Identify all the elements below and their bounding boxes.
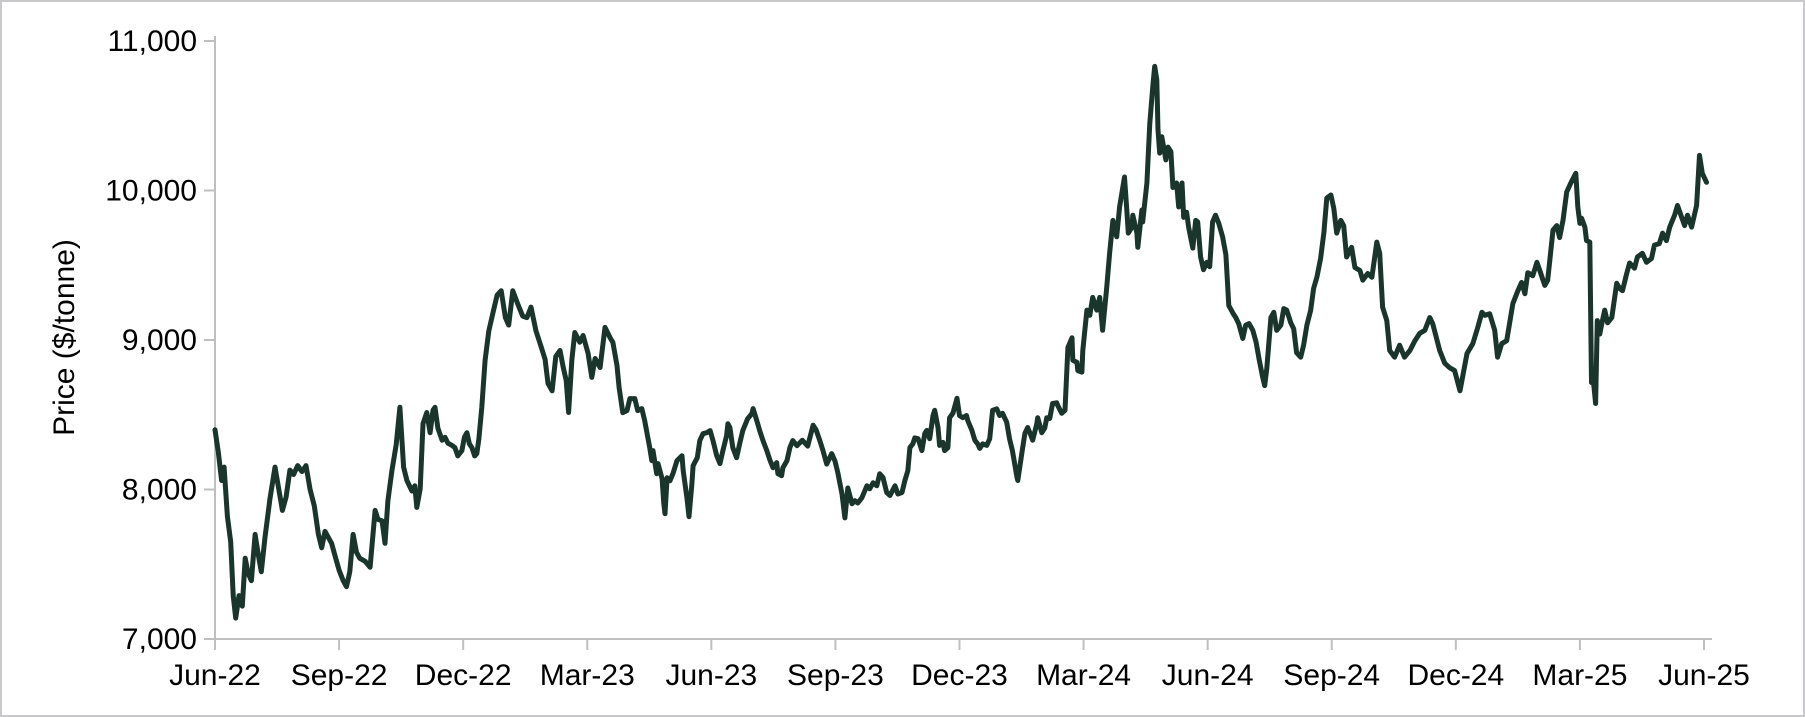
- y-tick-label: 11,000: [107, 25, 197, 58]
- axes: [204, 36, 1712, 650]
- y-tick-label: 8,000: [122, 474, 197, 507]
- x-tick-label: Jun-25: [1658, 659, 1750, 692]
- y-tick-label: 7,000: [122, 623, 197, 656]
- x-tick-label: Mar-25: [1532, 659, 1627, 692]
- x-tick-label: Mar-24: [1036, 659, 1131, 692]
- y-tick-labels: 7,000 8,000 9,000 10,000 11,000: [105, 25, 197, 656]
- x-tick-labels: Jun-22 Sep-22 Dec-22 Mar-23 Jun-23 Sep-23 Dec-…: [169, 659, 1750, 692]
- x-tick-label: Sep-22: [291, 659, 388, 692]
- x-tick-label: Jun-22: [169, 659, 261, 692]
- x-tick-label: Sep-24: [1283, 659, 1380, 692]
- x-tick-label: Dec-24: [1407, 659, 1504, 692]
- y-axis-title: Price ($/tonne): [48, 239, 81, 436]
- x-tick-label: Dec-23: [911, 659, 1008, 692]
- x-tick-label: Jun-24: [1162, 659, 1254, 692]
- x-tick-label: Sep-23: [787, 659, 884, 692]
- x-tick-label: Jun-23: [665, 659, 757, 692]
- y-tick-label: 9,000: [122, 324, 197, 357]
- y-tick-label: 10,000: [105, 175, 197, 208]
- x-tick-label: Dec-22: [415, 659, 512, 692]
- x-tick-label: Mar-23: [540, 659, 635, 692]
- axis-lines: [214, 36, 1712, 640]
- price-series-line: [212, 63, 1709, 621]
